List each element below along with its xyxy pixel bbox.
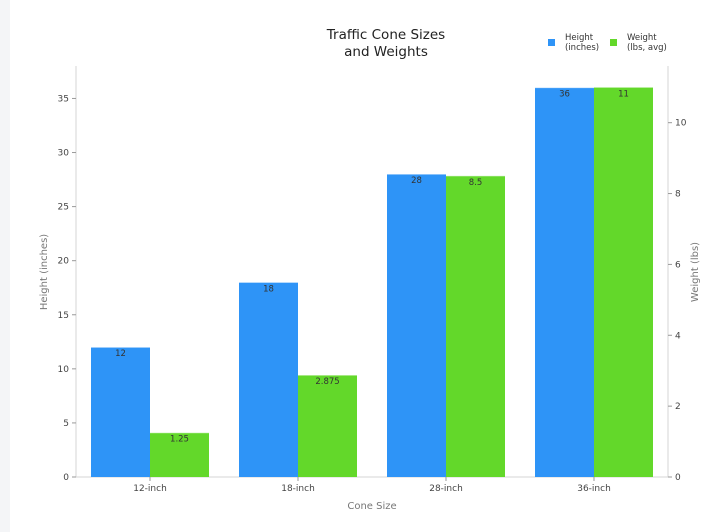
y-tick-label-right: 4 <box>675 331 681 341</box>
bar-weight <box>446 175 505 477</box>
legend-swatch-weight <box>610 39 617 46</box>
plot-area: 0 5 10 15 20 25 30 35 0 2 4 6 8 10 12-inch 12 1.25 18-inc… <box>58 66 687 494</box>
legend-label-height-line-1: Height <box>565 33 594 43</box>
bar-weight <box>150 432 209 477</box>
bar-value-label-height: 12 <box>115 349 126 359</box>
bar-value-label-weight: 2.875 <box>315 377 339 387</box>
y-tick-label-left: 0 <box>63 473 69 483</box>
legend-swatch-height <box>548 39 555 46</box>
bar-height <box>239 282 298 477</box>
chart-title-line-1: Traffic Cone Sizes <box>326 27 445 43</box>
y-tick-label-right: 0 <box>675 473 681 483</box>
chart-title-line-2: and Weights <box>344 44 428 60</box>
bar-value-label-weight: 8.5 <box>469 178 483 188</box>
bar-value-label-weight: 1.25 <box>170 435 189 445</box>
bar-value-label-weight: 11 <box>618 89 629 99</box>
y-tick-label-left: 20 <box>58 257 70 267</box>
bar-height <box>91 347 150 477</box>
bar-weight <box>298 375 357 477</box>
bar-weight <box>594 87 653 478</box>
y-tick-label-right: 6 <box>675 260 681 270</box>
legend-label-weight-line-1: Weight <box>627 33 657 43</box>
x-tick-label: 12-inch <box>133 484 167 494</box>
bar-value-label-height: 28 <box>411 176 422 186</box>
y-tick-label-left: 30 <box>58 149 70 159</box>
x-tick-label: 18-inch <box>281 484 315 494</box>
y-tick-label-left: 5 <box>63 419 69 429</box>
x-tick-label: 28-inch <box>429 484 463 494</box>
x-axis-title: Cone Size <box>347 501 396 512</box>
bar-value-label-height: 36 <box>559 90 570 100</box>
y-tick-label-right: 10 <box>675 119 687 129</box>
y-tick-label-left: 25 <box>58 203 69 213</box>
legend: Height (inches) Weight (lbs, avg) <box>548 33 667 53</box>
y-axis-title-right: Weight (lbs) <box>690 242 701 302</box>
y-tick-label-right: 2 <box>675 402 681 412</box>
bar-height <box>387 174 446 477</box>
legend-label-height-line-2: (inches) <box>565 43 599 53</box>
x-tick-label: 36-inch <box>577 484 611 494</box>
y-tick-label-left: 10 <box>58 365 70 375</box>
y-tick-label-right: 8 <box>675 190 681 200</box>
bar-chart: Traffic Cone Sizes and Weights Height (i… <box>39 27 701 512</box>
chart-card: Traffic Cone Sizes and Weights Height (i… <box>10 0 707 532</box>
y-tick-label-left: 15 <box>58 311 69 321</box>
y-tick-label-left: 35 <box>58 94 69 104</box>
y-axis-title-left: Height (inches) <box>39 234 50 310</box>
legend-label-weight-line-2: (lbs, avg) <box>627 43 667 53</box>
bar-value-label-height: 18 <box>263 284 274 294</box>
bar-height <box>535 87 594 477</box>
